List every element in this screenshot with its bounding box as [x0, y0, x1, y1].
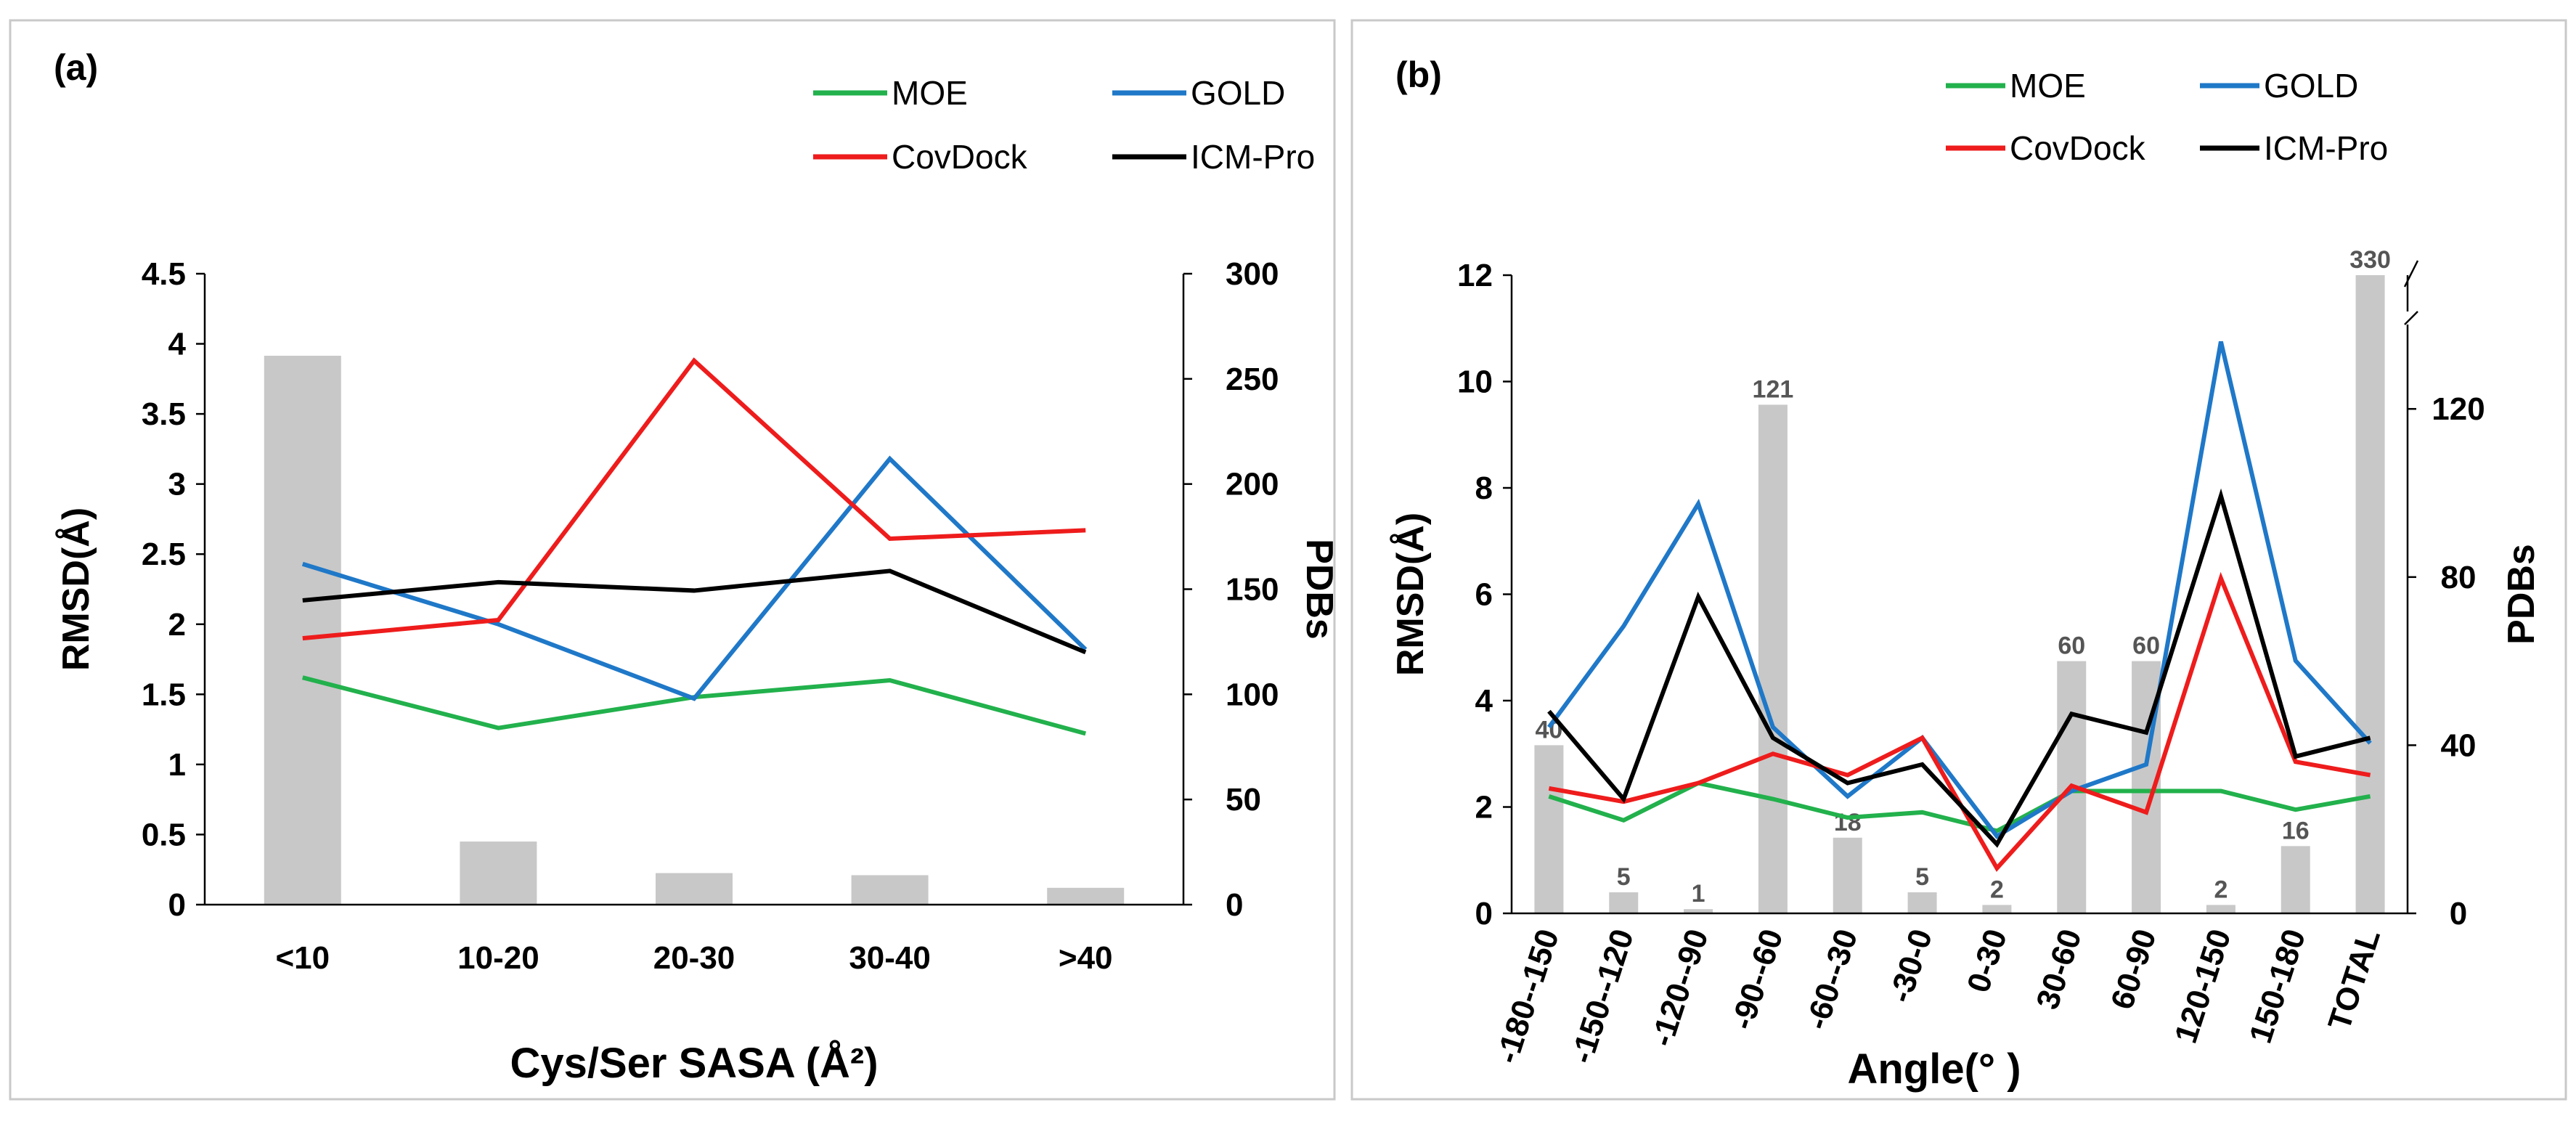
panel-b-ytick-label: 10 [1457, 364, 1493, 400]
panel-a-legend-label: CovDock [892, 138, 1028, 176]
panel-b-ytick-label: 4 [1475, 683, 1493, 719]
panel-b-bar-10 [2281, 846, 2310, 913]
panel-b-legend-label: ICM-Pro [2264, 129, 2388, 167]
panel-b-bar-label: 330 [2349, 246, 2391, 274]
panel-a-ytick-label: 2 [168, 607, 186, 643]
panel-b-series-icm-pro [1547, 488, 2371, 848]
panel-b-bar-label: 60 [2058, 632, 2085, 660]
panel-a-xtick-label: >40 [1059, 940, 1113, 976]
panel-b-label: (b) [1395, 54, 1442, 95]
panel-a-label: (a) [54, 47, 98, 88]
panel-a-series-icm-pro [302, 568, 1087, 655]
panel-b-bar-4 [1833, 837, 1862, 913]
panel-a-series-covdock [302, 357, 1086, 641]
panel-a-ytick-label: 2.5 [142, 537, 186, 572]
panel-a-xlabel: Cys/Ser SASA (Å²) [510, 1040, 878, 1087]
panel-a-legend-label: ICM-Pro [1191, 138, 1315, 176]
panel-b-legend-label: CovDock [2010, 129, 2146, 167]
panel-a-y2tick-label: 300 [1226, 256, 1279, 292]
panel-a-ytick-label: 1 [168, 747, 186, 783]
panel-b-axis-break-mark [2403, 260, 2419, 288]
panel-b-bar-label: 60 [2132, 632, 2160, 660]
panel-b-y2tick-label: 0 [2450, 896, 2467, 932]
panel-b-bar-0 [1534, 745, 1564, 913]
panel-b-y2tick-label: 40 [2441, 727, 2477, 763]
panel-a-legend-label: MOE [892, 74, 968, 112]
panel-a-xtick-label: 20-30 [653, 940, 735, 976]
panel-a-y2tick-label: 100 [1226, 677, 1279, 712]
panel-a-y2tick-label: 150 [1226, 572, 1279, 608]
panel-b-y2tick-label: 80 [2441, 560, 2477, 595]
panel-a-xtick-label: 30-40 [849, 940, 931, 976]
panel-a-ytick-label: 0.5 [142, 817, 186, 852]
panel-a-y2tick-label: 50 [1226, 782, 1261, 818]
panel-b-bar-label: 5 [1915, 863, 1929, 891]
panel-a-ytick-label: 3.5 [142, 396, 186, 432]
panel-b-bar-2 [1684, 909, 1713, 913]
panel-a-ytick-label: 1.5 [142, 677, 186, 712]
panel-b-bar-5 [1907, 892, 1937, 913]
panel-a-y2tick-label: 200 [1226, 467, 1279, 502]
panel-a-ytick-label: 0 [168, 887, 186, 923]
panel-a-legend-label: GOLD [1191, 74, 1285, 112]
panel-b-ytick-label: 2 [1475, 790, 1493, 826]
panel-a-bar-1 [460, 841, 537, 905]
panel-a-y2label: PDBs [1298, 539, 1340, 640]
panel-a-bar-4 [1047, 887, 1125, 905]
panel-b-bar-label: 5 [1617, 863, 1631, 891]
panel-b-bar-label: 1 [1692, 880, 1705, 908]
panel-b-ytick-label: 6 [1475, 577, 1493, 613]
panel-a-xtick-label: <10 [275, 940, 330, 976]
panel-b-bar-label: 2 [2214, 876, 2227, 903]
panel-a-ytick-label: 4.5 [142, 256, 186, 292]
panel-a-bar-0 [264, 355, 341, 905]
panel-b-bar-9 [2206, 905, 2235, 913]
panel-b-ytick-label: 0 [1475, 896, 1493, 932]
panel-b-xlabel: Angle(° ) [1847, 1045, 2021, 1093]
panel-b-bar-label: 2 [1990, 876, 2004, 903]
panel-b-legend-label: MOE [2010, 67, 2086, 105]
panel-a-y2tick-label: 0 [1226, 887, 1243, 923]
panel-b-bar-label: 16 [2282, 817, 2310, 844]
panel-a-series-gold [301, 455, 1088, 701]
panel-b-ylabel: RMSD(Å) [1390, 513, 1432, 676]
panel-b-bar-6 [1982, 905, 2012, 913]
panel-b-bar-label: 18 [1834, 809, 1862, 836]
panel-b-bar-11 [2355, 275, 2385, 913]
panel-b-series-gold [1547, 341, 2372, 839]
panel-b-ytick-label: 12 [1457, 258, 1493, 293]
panel-b-bar-3 [1758, 404, 1788, 913]
panel-b-bar-label: 121 [1753, 375, 1794, 403]
panel-b-series-moe [1548, 780, 2371, 833]
panel-a-xtick-label: 10-20 [457, 940, 539, 976]
panel-a-bar-2 [656, 873, 733, 905]
panel-b-legend-label: GOLD [2264, 67, 2358, 105]
panel-a-y2tick-label: 250 [1226, 362, 1279, 397]
panel-a-frame [9, 19, 1336, 1101]
panel-a-ylabel: RMSD(Å) [55, 507, 97, 671]
panel-a-ytick-label: 3 [168, 467, 186, 502]
panel-b-axis-break-mark [2404, 311, 2418, 325]
panel-a-ytick-label: 4 [168, 327, 187, 362]
panel-b-ytick-label: 8 [1475, 470, 1493, 506]
panel-a-bar-3 [851, 875, 929, 905]
panel-a-chart: 0 0.5 1 1.5 2 2.5 3 3.5 4 4.5 0 50 100 150 200 250 300 <1… [55, 74, 1340, 1087]
panel-b-y2label: PDBs [2500, 544, 2543, 645]
panel-b-bar-1 [1609, 892, 1639, 913]
panel-b-y2tick-label: 120 [2432, 391, 2485, 427]
